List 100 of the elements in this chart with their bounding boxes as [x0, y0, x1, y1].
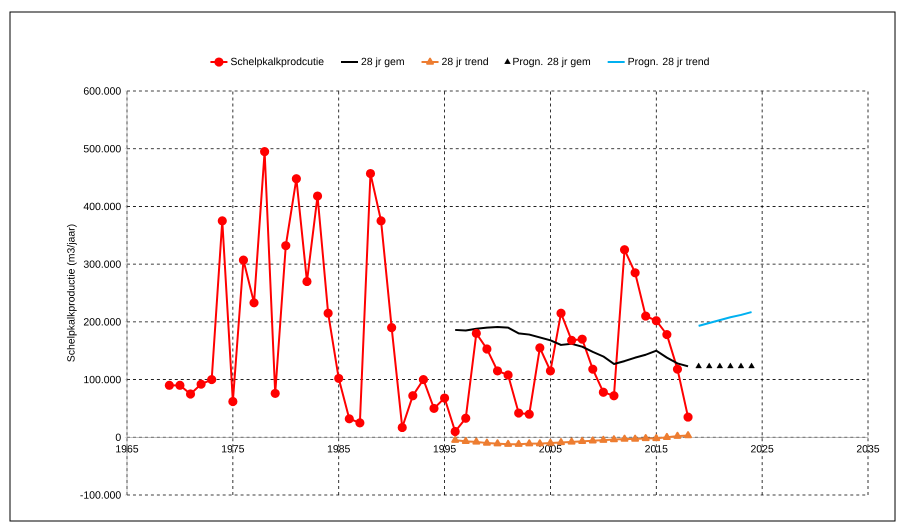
point — [472, 438, 480, 445]
point — [292, 174, 301, 184]
point — [408, 391, 418, 400]
legend-label: 28 jr trend — [442, 57, 488, 68]
x-tick-label: 1975 — [222, 445, 244, 452]
point — [641, 311, 650, 321]
point — [472, 328, 481, 338]
point — [334, 374, 344, 384]
point — [312, 191, 322, 201]
legend-label: Schelpkalkprodcutie — [230, 57, 324, 68]
line-series — [454, 326, 690, 368]
y-tick-label: 200.000 — [84, 318, 121, 326]
point — [567, 336, 576, 345]
point — [674, 432, 682, 439]
point — [451, 436, 460, 443]
point — [260, 147, 270, 156]
point — [535, 343, 544, 352]
point — [525, 439, 534, 446]
point — [662, 432, 671, 440]
y-tick-label: 500.000 — [84, 145, 121, 152]
point — [494, 439, 502, 446]
point — [620, 245, 630, 254]
point — [738, 362, 744, 368]
point — [398, 422, 407, 432]
point — [642, 434, 650, 442]
point — [418, 374, 428, 384]
point — [706, 362, 712, 368]
y-tick-label: 400.000 — [84, 202, 121, 210]
point — [207, 374, 216, 384]
point — [175, 380, 185, 390]
point — [683, 412, 693, 422]
point — [482, 344, 492, 354]
point — [504, 440, 512, 447]
point — [249, 298, 259, 308]
point — [630, 268, 640, 278]
point — [376, 216, 386, 226]
point — [492, 366, 502, 376]
point — [344, 414, 354, 424]
point — [598, 388, 608, 397]
legend-label: Progn. 28 jr gem — [513, 57, 590, 68]
x-tick-label: 2035 — [856, 445, 880, 452]
y-tick-label: 0 — [116, 434, 121, 441]
point — [662, 330, 672, 340]
point — [186, 389, 196, 399]
y-tick-label: -100.000 — [80, 491, 121, 499]
point — [610, 435, 618, 442]
point — [609, 391, 619, 400]
point — [302, 276, 312, 286]
y-tick-label: 100.000 — [84, 376, 121, 384]
point — [578, 334, 587, 344]
legend-label: Progn. 28 jr trend — [628, 57, 709, 68]
point — [440, 393, 450, 403]
point — [429, 404, 439, 414]
point — [684, 431, 692, 438]
point — [164, 380, 174, 390]
point — [578, 436, 586, 444]
x-tick-label: 1985 — [328, 445, 350, 452]
point — [524, 410, 534, 419]
point — [588, 364, 598, 374]
point — [631, 434, 640, 442]
point — [387, 323, 396, 332]
point — [556, 308, 566, 318]
legend-label: 28 jr gem — [362, 57, 404, 68]
y-axis-title: Schelpkalkproductie (m3/jaar) — [66, 224, 77, 362]
point — [599, 436, 608, 443]
point — [281, 241, 290, 250]
point — [514, 440, 523, 447]
point — [196, 380, 206, 389]
line-series — [698, 311, 753, 327]
point — [324, 308, 333, 318]
point — [588, 436, 597, 444]
point — [546, 366, 556, 376]
point — [218, 216, 227, 226]
x-tick-label: 1995 — [434, 445, 456, 452]
point — [696, 362, 702, 368]
y-tick-label: 300.000 — [84, 260, 121, 268]
point — [568, 438, 576, 445]
point — [482, 438, 491, 446]
point — [366, 168, 376, 178]
point — [270, 388, 280, 398]
point — [557, 438, 565, 446]
point — [228, 396, 238, 406]
point — [652, 316, 661, 326]
y-tick-label: 600.000 — [84, 87, 121, 95]
point — [450, 426, 460, 436]
point — [652, 434, 660, 442]
point — [716, 362, 723, 368]
point — [461, 414, 470, 423]
point — [355, 418, 364, 428]
x-tick-label: 1965 — [116, 445, 138, 452]
point — [620, 434, 628, 442]
x-tick-label: 2015 — [645, 445, 668, 452]
x-tick-label: 2025 — [751, 445, 774, 452]
point — [514, 408, 524, 418]
point — [748, 362, 755, 368]
point — [462, 436, 470, 444]
point — [504, 370, 513, 380]
point — [727, 362, 734, 368]
point — [238, 256, 248, 265]
point — [672, 364, 682, 374]
